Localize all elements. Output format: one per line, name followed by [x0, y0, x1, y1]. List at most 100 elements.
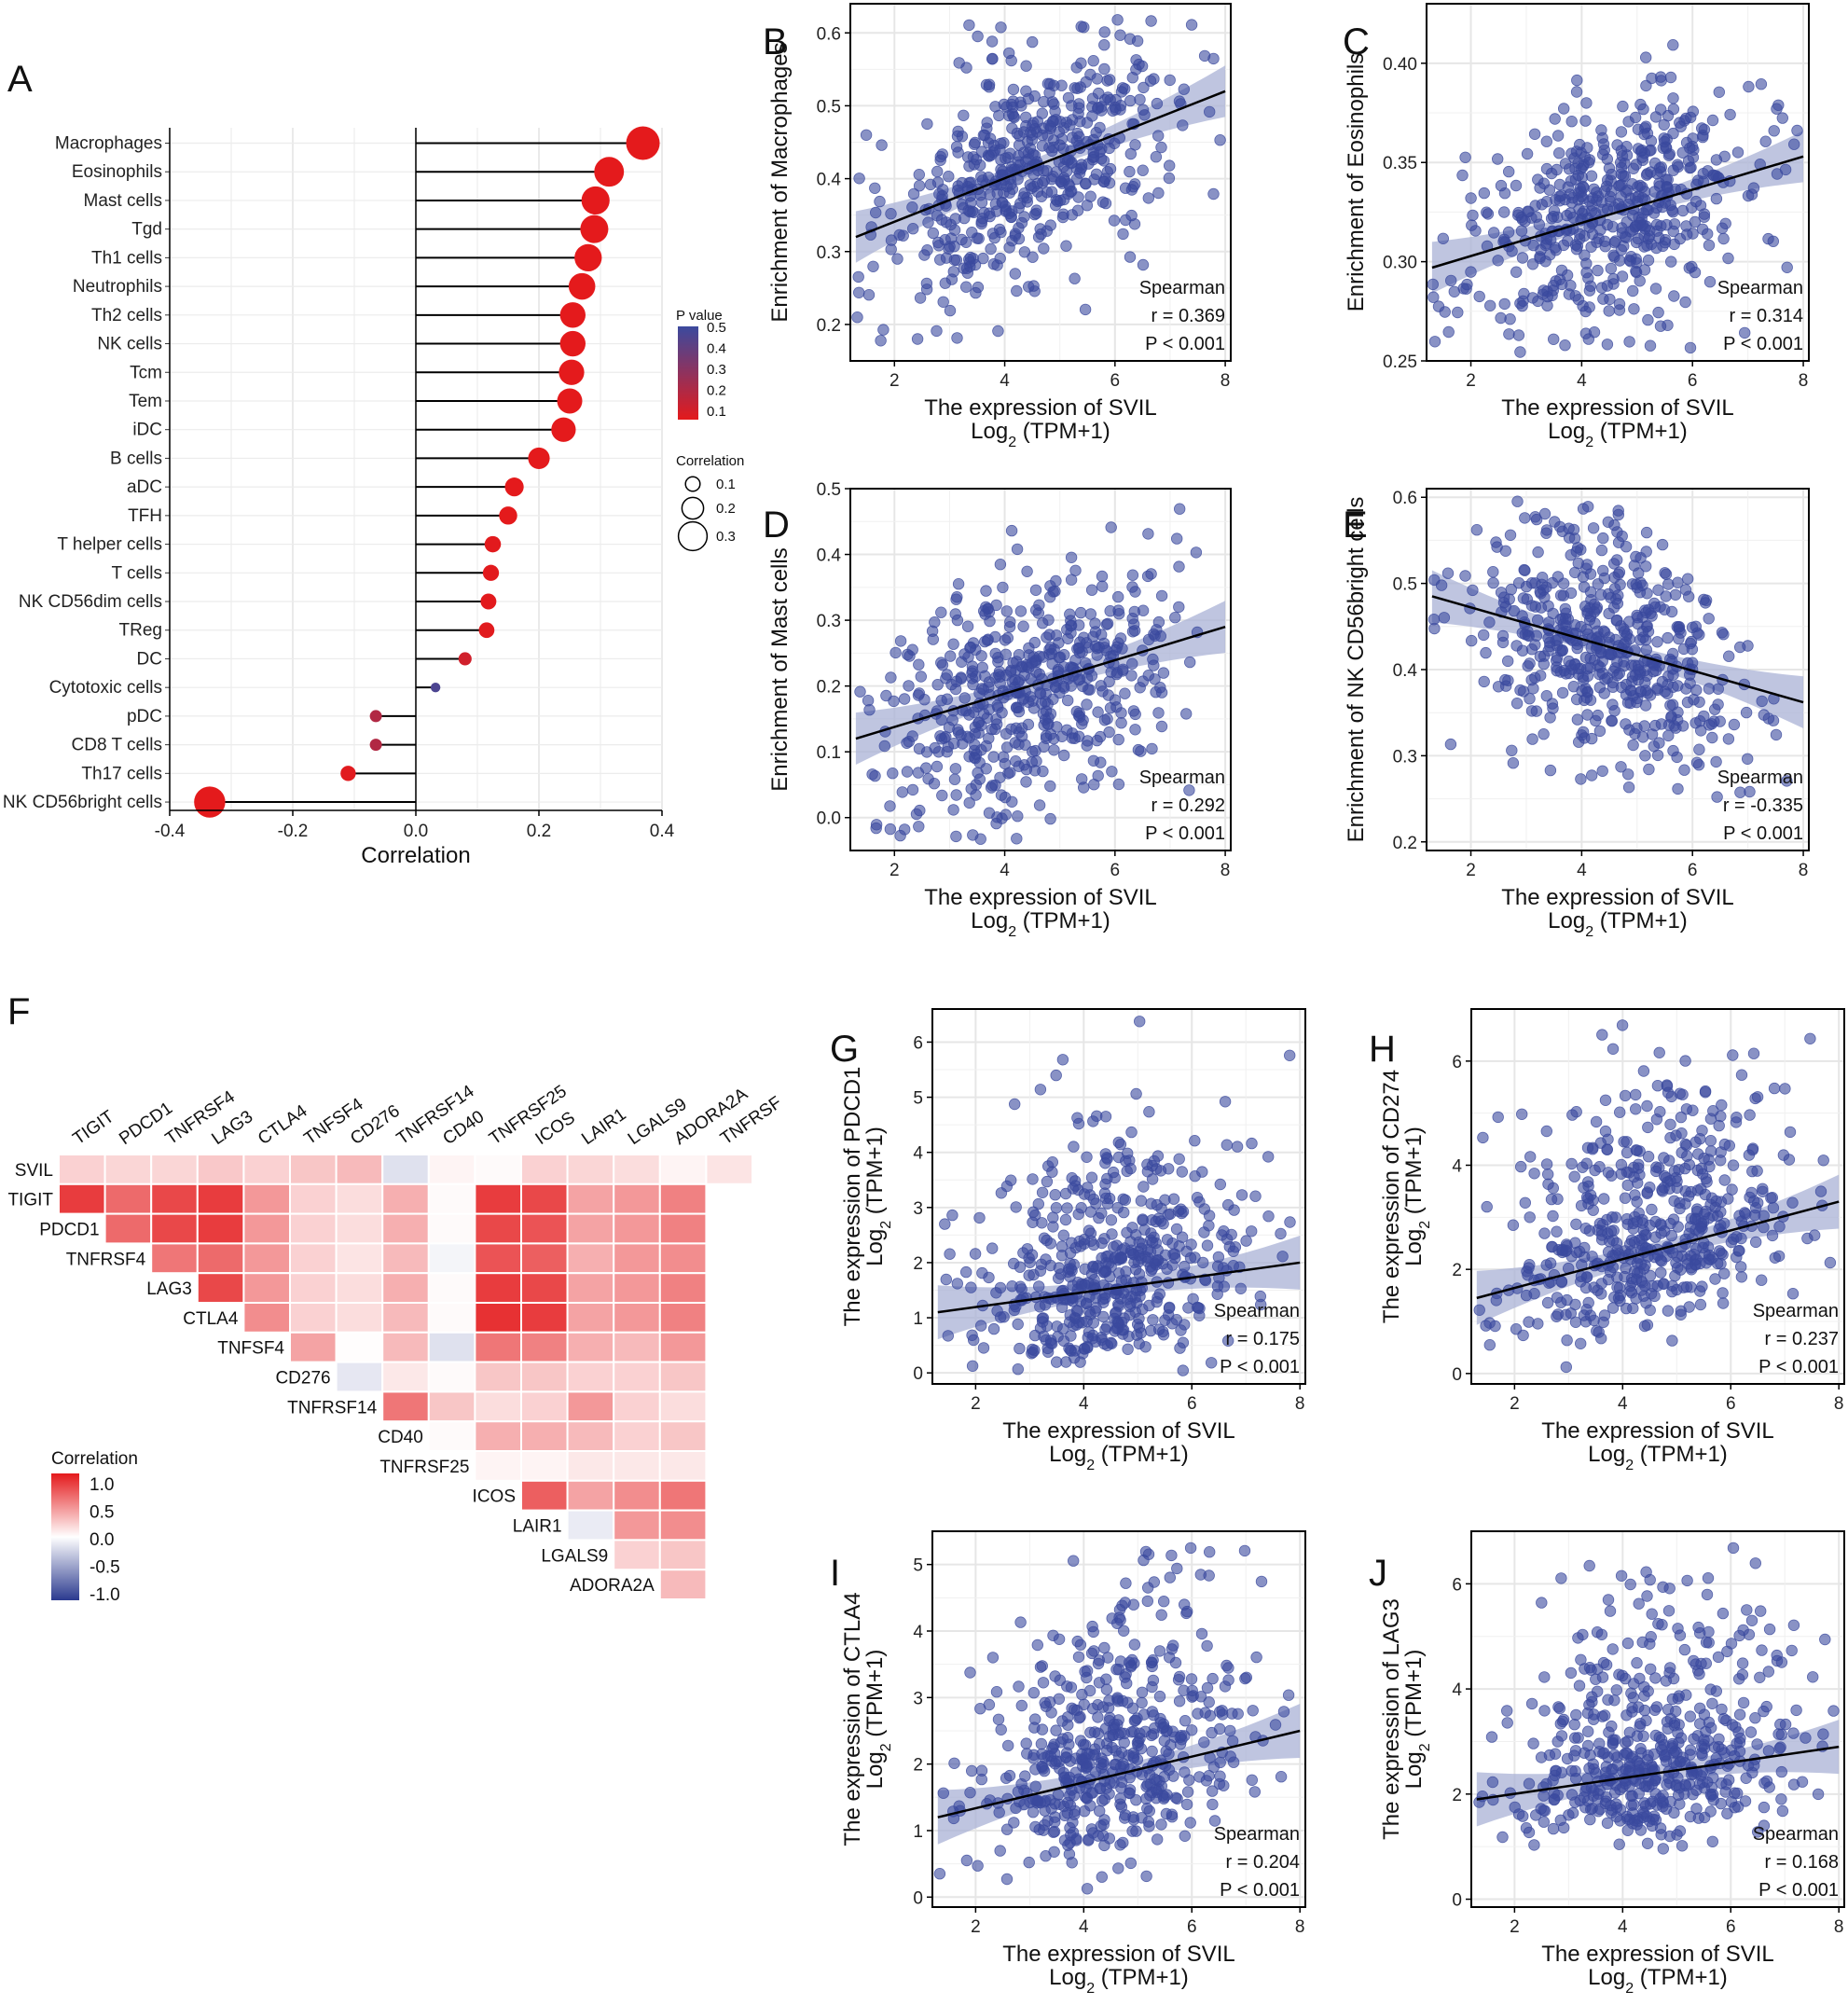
data-point: [1193, 1309, 1206, 1322]
data-point: [1755, 1274, 1768, 1286]
data-point: [953, 57, 965, 69]
data-point: [1075, 21, 1087, 33]
data-point: [1644, 145, 1656, 157]
data-point: [1635, 1284, 1648, 1296]
data-point: [1097, 1756, 1110, 1768]
data-point: [994, 1845, 1006, 1857]
data-point: [1255, 1575, 1268, 1588]
data-point: [1492, 255, 1504, 267]
lollipop-dot: [340, 766, 356, 781]
heatmap-cell: [381, 1302, 430, 1334]
data-point: [1203, 105, 1216, 118]
data-point: [1569, 1764, 1581, 1777]
data-point: [1693, 1225, 1705, 1238]
data-point: [1591, 1324, 1603, 1337]
data-point: [1523, 1262, 1535, 1274]
data-point: [934, 730, 946, 742]
data-point: [1687, 1788, 1699, 1801]
data-point: [1640, 1297, 1652, 1309]
data-point: [950, 789, 962, 801]
data-point: [1499, 545, 1512, 558]
heatmap-cell: [658, 1331, 708, 1363]
size-legend-tick: 0.3: [716, 529, 736, 545]
data-point: [1747, 182, 1760, 194]
pvalue-colorbar: [678, 326, 698, 420]
data-point: [1740, 706, 1753, 719]
data-point: [1136, 1696, 1148, 1709]
data-point: [1538, 507, 1551, 520]
data-point: [1608, 705, 1620, 717]
data-point: [1031, 1795, 1044, 1808]
data-point: [1105, 1214, 1118, 1226]
data-point: [937, 1787, 950, 1800]
data-point: [1530, 211, 1543, 223]
data-point: [1234, 1282, 1248, 1295]
data-point: [1702, 1571, 1715, 1584]
data-point: [1161, 1263, 1173, 1276]
data-point: [1674, 1196, 1686, 1210]
data-point: [1654, 71, 1667, 83]
data-point: [1141, 1778, 1153, 1791]
data-point: [1733, 1736, 1746, 1749]
data-point: [1053, 1693, 1066, 1706]
data-point: [1629, 669, 1642, 682]
data-point: [1066, 1171, 1078, 1184]
data-point: [1123, 1656, 1136, 1668]
lollipop-dot: [568, 272, 596, 300]
heatmap-legend-title: Correlation: [51, 1449, 138, 1469]
heatmap-cell: [335, 1154, 384, 1185]
data-point: [1710, 192, 1723, 205]
data-point: [1085, 1171, 1098, 1183]
data-point: [1169, 612, 1181, 624]
data-point: [1727, 1049, 1739, 1061]
lollipop-dot: [194, 786, 226, 818]
data-point: [1470, 524, 1483, 536]
data-point: [1585, 732, 1598, 745]
data-point: [1010, 1201, 1022, 1213]
y-tick-label: 2: [1452, 1261, 1462, 1280]
data-point: [1176, 1166, 1189, 1178]
data-point: [1284, 1216, 1296, 1228]
data-point: [1728, 718, 1741, 731]
heatmap-legend-tick: 0.5: [90, 1503, 114, 1523]
data-point: [1581, 686, 1593, 698]
data-point: [1650, 1161, 1662, 1173]
data-point: [1027, 1752, 1040, 1764]
data-point: [1762, 1745, 1775, 1757]
data-point: [1529, 200, 1541, 212]
heatmap-cell: [520, 1302, 569, 1334]
data-point: [1786, 1287, 1800, 1300]
data-point: [1608, 251, 1620, 263]
data-point: [1630, 550, 1642, 563]
data-point: [1079, 303, 1092, 316]
data-point: [1262, 1151, 1275, 1163]
data-point: [1701, 1588, 1714, 1601]
data-point: [977, 1342, 990, 1354]
data-point: [1717, 1287, 1729, 1299]
data-point: [1185, 1724, 1198, 1736]
heatmap-cell: [289, 1242, 338, 1275]
data-point: [860, 129, 873, 142]
data-point: [1656, 1618, 1668, 1631]
data-point: [1733, 1708, 1746, 1721]
data-point: [1639, 51, 1652, 63]
data-point: [1027, 280, 1040, 292]
data-point: [994, 252, 1006, 265]
data-point: [1742, 640, 1754, 652]
heatmap-cell: [474, 1182, 522, 1215]
data-point: [1613, 297, 1626, 311]
data-point: [1565, 1666, 1578, 1680]
data-point: [1049, 1188, 1061, 1201]
data-point: [1704, 1805, 1717, 1818]
data-point: [1024, 179, 1037, 191]
data-point: [1675, 1308, 1687, 1321]
data-point: [1074, 636, 1086, 648]
data-point: [1007, 83, 1020, 96]
data-point: [906, 730, 918, 742]
data-point: [1628, 303, 1640, 315]
heatmap-cell: [613, 1154, 661, 1185]
data-point: [1572, 1732, 1584, 1744]
x-axis-label: The expression of SVIL: [1541, 1942, 1773, 1967]
data-point: [1103, 1694, 1115, 1707]
